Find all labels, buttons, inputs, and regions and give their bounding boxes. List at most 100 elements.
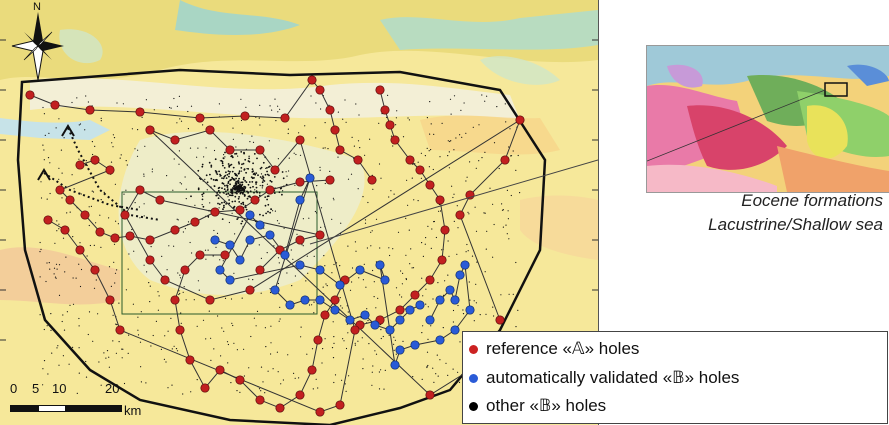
black-hole-dot bbox=[262, 381, 264, 383]
black-hole-dot bbox=[108, 383, 110, 385]
black-hole-dot bbox=[182, 393, 184, 395]
black-hole-dot bbox=[253, 153, 256, 155]
black-hole-dot bbox=[483, 212, 485, 214]
black-hole-dot bbox=[171, 384, 173, 386]
validated-b-hole-marker bbox=[315, 295, 325, 305]
black-hole-dot bbox=[439, 156, 441, 158]
scale-seg-1 bbox=[10, 405, 38, 412]
black-hole-dot bbox=[42, 368, 44, 370]
black-hole-dot bbox=[364, 219, 367, 221]
black-hole-dot bbox=[100, 120, 102, 122]
black-hole-dot bbox=[223, 175, 226, 178]
validated-b-hole-marker bbox=[460, 260, 470, 270]
black-hole-dot bbox=[251, 177, 254, 180]
black-hole-dot bbox=[493, 315, 495, 317]
scale-tick-10: 10 bbox=[52, 381, 67, 396]
black-hole-dot bbox=[358, 114, 360, 116]
black-hole-dot bbox=[468, 281, 470, 283]
black-hole-dot bbox=[287, 132, 289, 135]
black-hole-dot bbox=[351, 281, 353, 283]
black-hole-dot bbox=[202, 195, 204, 197]
black-hole-dot bbox=[151, 168, 153, 170]
black-hole-dot bbox=[448, 167, 450, 169]
black-hole-dot bbox=[78, 158, 80, 160]
black-hole-dot bbox=[447, 140, 449, 142]
black-hole-dot bbox=[340, 222, 342, 224]
reference-a-hole-marker bbox=[280, 113, 290, 123]
black-hole-dot bbox=[226, 173, 229, 176]
black-hole-dot bbox=[133, 250, 135, 252]
black-hole-dot bbox=[278, 320, 280, 322]
black-hole-dot bbox=[61, 320, 63, 323]
black-hole-dot bbox=[185, 188, 187, 190]
reference-a-hole-marker bbox=[95, 227, 105, 237]
black-hole-dot bbox=[207, 249, 209, 251]
black-hole-dot bbox=[383, 388, 385, 390]
black-hole-dot bbox=[224, 174, 227, 177]
black-hole-dot bbox=[395, 117, 397, 119]
black-hole-dot bbox=[218, 203, 221, 206]
black-hole-dot bbox=[173, 158, 175, 160]
reference-a-hole-marker bbox=[410, 290, 420, 300]
reference-a-hole-marker bbox=[295, 177, 305, 187]
black-hole-dot bbox=[118, 302, 120, 304]
black-hole-dot bbox=[216, 194, 218, 197]
black-hole-dot bbox=[260, 257, 262, 259]
black-hole-dot bbox=[484, 151, 486, 153]
black-hole-dot bbox=[283, 227, 285, 229]
reference-a-hole-marker bbox=[307, 75, 317, 85]
black-hole-dot bbox=[225, 177, 228, 180]
black-hole-dot bbox=[87, 101, 89, 103]
black-hole-dot bbox=[245, 208, 248, 211]
black-hole-dot bbox=[254, 189, 256, 191]
black-hole-dot bbox=[253, 317, 255, 319]
black-hole-dot bbox=[277, 111, 279, 113]
black-hole-dot bbox=[252, 279, 254, 281]
validated-b-hole-marker bbox=[235, 255, 245, 265]
black-hole-dot bbox=[515, 326, 517, 328]
black-hole-dot bbox=[78, 263, 80, 265]
black-hole-dot bbox=[266, 195, 269, 198]
black-hole-dot bbox=[206, 189, 208, 191]
black-hole-dot bbox=[249, 141, 251, 143]
black-hole-dot bbox=[247, 195, 250, 198]
black-hole-dot bbox=[388, 334, 390, 336]
reference-a-hole-marker bbox=[405, 155, 415, 165]
reference-a-hole-marker bbox=[295, 235, 305, 245]
black-hole-dot bbox=[201, 193, 204, 196]
black-hole-dot bbox=[260, 292, 262, 294]
black-hole-dot bbox=[320, 226, 322, 228]
black-hole-dot bbox=[447, 374, 449, 376]
black-hole-dot bbox=[266, 252, 268, 254]
reference-a-hole-marker bbox=[180, 265, 190, 275]
black-hole-dot bbox=[259, 213, 261, 216]
black-hole-dot bbox=[378, 163, 381, 165]
black-hole-dot bbox=[178, 95, 180, 97]
black-hole-dot bbox=[401, 296, 403, 298]
black-hole-dot bbox=[408, 119, 410, 121]
black-hole-dot bbox=[119, 157, 121, 159]
reference-a-hole-marker bbox=[160, 275, 170, 285]
black-hole-dot bbox=[374, 350, 376, 352]
black-hole-dot bbox=[72, 303, 75, 305]
black-hole-dot bbox=[345, 121, 347, 123]
black-hole-dot bbox=[175, 348, 178, 350]
black-hole-dot bbox=[448, 151, 450, 153]
black-hole-dot bbox=[510, 194, 512, 197]
black-hole-dot bbox=[447, 240, 449, 242]
black-hole-dot bbox=[362, 358, 364, 360]
black-hole-dot bbox=[412, 267, 415, 269]
black-hole-dot bbox=[355, 250, 357, 252]
hole-link-line bbox=[219, 214, 471, 366]
black-hole-dot bbox=[58, 223, 60, 225]
black-hole-dot bbox=[489, 187, 491, 189]
black-hole-dot bbox=[371, 384, 373, 386]
black-hole-dot bbox=[472, 126, 474, 128]
black-hole-dot bbox=[509, 128, 511, 130]
black-hole-dot bbox=[508, 238, 510, 240]
black-hole-dot bbox=[217, 189, 220, 192]
black-hole-dot bbox=[428, 150, 430, 152]
black-hole-dot bbox=[252, 141, 255, 143]
black-hole-dot bbox=[311, 348, 314, 350]
black-hole-dot bbox=[221, 327, 223, 329]
